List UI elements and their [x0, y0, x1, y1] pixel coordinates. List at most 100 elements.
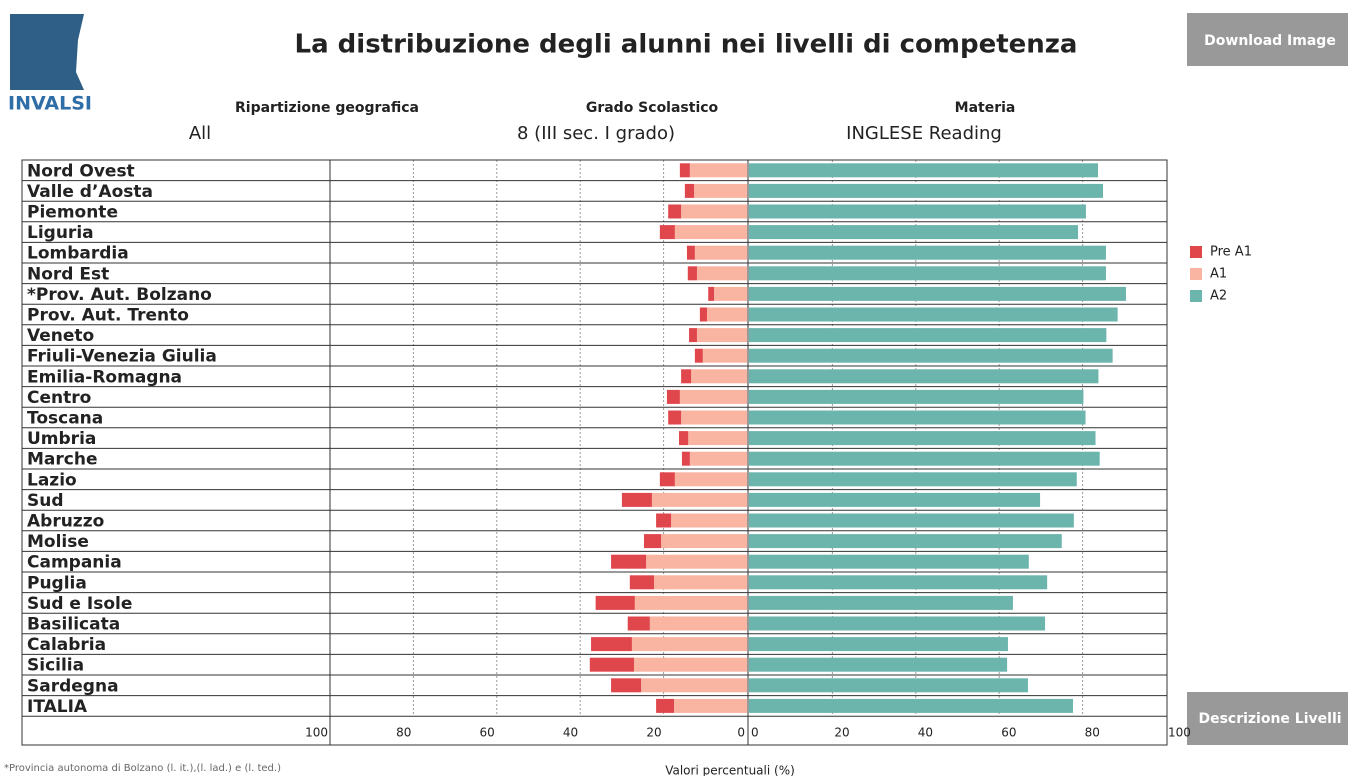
bar: [749, 513, 1074, 528]
bar: [679, 389, 747, 404]
levels-button[interactable]: [1187, 692, 1348, 745]
legend-swatch: [1190, 290, 1202, 302]
bar: [681, 204, 747, 219]
bar: [749, 595, 1013, 610]
bar: [749, 163, 1099, 178]
filter-value[interactable]: 8 (III sec. I grado): [517, 123, 675, 144]
bar: [749, 534, 1062, 549]
category-label: Basilicata: [27, 615, 120, 635]
bar: [641, 678, 747, 693]
x-tick-label: 100: [1168, 726, 1191, 740]
bar: [679, 163, 690, 178]
bar: [749, 286, 1126, 301]
x-tick-label: 0: [737, 726, 745, 740]
category-label: Prov. Aut. Trento: [27, 306, 189, 326]
category-label: Abruzzo: [27, 512, 104, 532]
category-label: Veneto: [27, 326, 94, 346]
bar: [686, 245, 695, 260]
legend-label: A2: [1210, 289, 1227, 304]
category-label: Nord Ovest: [27, 161, 135, 181]
bar: [749, 698, 1074, 713]
bar: [689, 451, 747, 466]
bar: [749, 328, 1107, 343]
bar: [684, 183, 695, 198]
chart-frame: [21, 159, 1168, 746]
filter-value[interactable]: All: [189, 123, 211, 144]
bar: [674, 472, 747, 487]
bar: [654, 575, 747, 590]
x-tick-label: 60: [1001, 726, 1016, 740]
bar: [659, 225, 675, 240]
bar: [656, 513, 672, 528]
category-label: Emilia-Romagna: [27, 367, 182, 387]
bar: [681, 410, 747, 425]
bar: [633, 657, 747, 672]
x-tick-label: 80: [396, 726, 411, 740]
category-label: Molise: [27, 532, 89, 552]
x-tick-label: 40: [563, 726, 578, 740]
bar: [687, 266, 697, 281]
x-tick-label: 20: [834, 726, 849, 740]
bar: [694, 245, 747, 260]
bar: [702, 348, 747, 363]
x-tick-label: 80: [1085, 726, 1100, 740]
bar: [668, 204, 682, 219]
bar: [749, 431, 1096, 446]
bar: [689, 163, 747, 178]
bar: [674, 698, 747, 713]
bar: [591, 637, 632, 652]
bar: [611, 678, 642, 693]
bar: [714, 286, 747, 301]
bar: [651, 492, 747, 507]
bar: [749, 183, 1104, 198]
chart-title: La distribuzione degli alunni nei livell…: [295, 30, 1078, 60]
bar: [749, 204, 1086, 219]
category-label: Marche: [27, 450, 97, 470]
bar: [749, 575, 1048, 590]
bar: [668, 410, 682, 425]
bar: [688, 431, 747, 446]
bar: [706, 307, 747, 322]
category-label: Valle d’Aosta: [27, 182, 153, 202]
legend-label: A1: [1210, 267, 1227, 282]
bar: [749, 410, 1086, 425]
category-label: Liguria: [27, 223, 94, 243]
logo-text: INVALSI: [8, 93, 92, 115]
category-label: Piemonte: [27, 203, 118, 223]
download-button-label[interactable]: Download Image: [1204, 33, 1336, 49]
category-label: ITALIA: [27, 697, 88, 717]
download-button[interactable]: [1187, 13, 1348, 66]
category-label: Sud e Isole: [27, 594, 132, 614]
bar: [681, 451, 690, 466]
bar: [708, 286, 715, 301]
bar: [689, 328, 697, 343]
x-tick-label: 60: [480, 726, 495, 740]
bar: [749, 266, 1106, 281]
category-label: Umbria: [27, 429, 96, 449]
bar: [749, 245, 1106, 260]
category-label: Friuli-Venezia Giulia: [27, 347, 217, 367]
bar: [696, 328, 747, 343]
filter-label: Grado Scolastico: [586, 100, 719, 116]
bar: [694, 183, 747, 198]
levels-button-label[interactable]: Descrizione Livelli: [1198, 711, 1341, 727]
bar: [694, 348, 703, 363]
x-tick-label: 40: [918, 726, 933, 740]
legend-label: Pre A1: [1210, 245, 1252, 260]
bar: [674, 225, 747, 240]
category-label: *Prov. Aut. Bolzano: [27, 285, 212, 305]
bar: [627, 616, 650, 631]
bar: [631, 637, 747, 652]
filter-value[interactable]: INGLESE Reading: [846, 123, 1002, 144]
bar: [749, 389, 1084, 404]
category-label: Nord Est: [27, 264, 109, 284]
bar: [699, 307, 707, 322]
bar: [595, 595, 635, 610]
bar: [749, 637, 1008, 652]
bar: [661, 534, 747, 549]
bar: [691, 369, 747, 384]
legend-swatch: [1190, 246, 1202, 258]
bar: [749, 225, 1079, 240]
bar: [749, 348, 1113, 363]
